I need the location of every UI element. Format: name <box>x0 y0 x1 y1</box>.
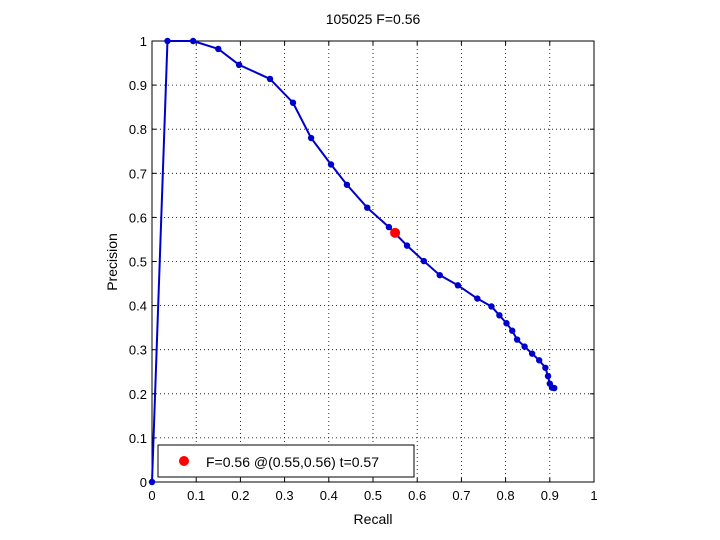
data-point <box>327 161 335 168</box>
x-axis-label: Recall <box>354 511 393 527</box>
data-point <box>535 357 543 364</box>
data-point <box>385 223 393 231</box>
ticks: 0 0.1 0.2 0.3 0.4 0.5 0.6 0.7 0.8 0.9 1 0 0.1 0.2 0.3 0… <box>129 34 598 503</box>
x-tick-label: 0 <box>148 488 155 503</box>
data-point <box>542 364 549 371</box>
data-point <box>215 45 222 53</box>
data-point <box>189 37 197 45</box>
x-tick-label: 0.5 <box>364 488 382 503</box>
data-point <box>148 478 156 486</box>
y-tick-label: 0.3 <box>129 343 147 358</box>
data-point <box>503 320 510 327</box>
y-tick-label: 1 <box>140 34 147 49</box>
y-tick-label: 0.6 <box>129 210 147 225</box>
data-point <box>436 271 443 279</box>
data-point <box>474 295 481 302</box>
y-tick-label: 0.2 <box>129 387 147 402</box>
best-f-point <box>390 227 401 238</box>
chart-title: 105025 F=0.56 <box>326 11 421 27</box>
y-tick-label: 0.9 <box>129 78 147 93</box>
x-tick-label: 0.4 <box>320 488 338 503</box>
x-tick-label: 0.9 <box>541 488 559 503</box>
x-tick-label: 0.8 <box>497 488 515 503</box>
y-tick-label: 0.8 <box>129 122 147 137</box>
grid <box>152 41 594 482</box>
y-axis-label: Precision <box>104 233 120 291</box>
data-point <box>513 336 521 343</box>
data-point <box>343 181 351 188</box>
data-point <box>509 327 516 334</box>
legend-label: F=0.56 @(0.55,0.56) t=0.57 <box>206 454 379 470</box>
points-group <box>148 37 558 486</box>
data-point <box>364 204 371 211</box>
y-tick-label: 0 <box>140 475 147 490</box>
x-tick-label: 0.3 <box>276 488 294 503</box>
x-tick-label: 1 <box>590 488 597 503</box>
data-point <box>544 372 552 380</box>
data-point <box>496 312 503 319</box>
data-point <box>235 61 243 69</box>
legend-box <box>157 444 415 478</box>
x-tick-label: 0.1 <box>187 488 205 503</box>
data-point <box>454 282 462 289</box>
x-tick-label: 0.2 <box>231 488 249 503</box>
data-point <box>551 384 558 392</box>
x-tick-label: 0.6 <box>408 488 426 503</box>
data-point <box>488 303 495 310</box>
y-tick-label: 0.4 <box>129 299 147 314</box>
legend-marker <box>179 456 189 466</box>
y-tick-label: 0.7 <box>129 166 147 181</box>
data-point <box>528 350 536 357</box>
data-point <box>420 257 428 265</box>
data-point <box>164 37 171 45</box>
x-tick-label: 0.7 <box>452 488 470 503</box>
legend: F=0.56 @(0.55,0.56) t=0.57 <box>157 444 415 478</box>
data-point <box>403 242 411 249</box>
y-tick-label: 0.5 <box>129 255 147 270</box>
data-point <box>521 343 528 350</box>
y-tick-label: 0.1 <box>129 431 147 446</box>
data-point <box>307 134 315 142</box>
data-point <box>266 75 274 83</box>
data-point <box>289 99 297 106</box>
